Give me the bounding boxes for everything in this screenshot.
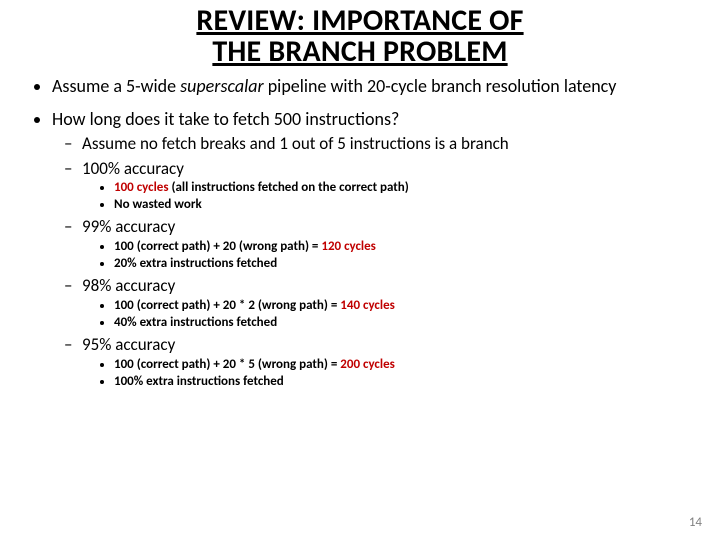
sub-98-line1: 100 (correct path) + 20 * 2 (wrong path)… (114, 298, 696, 314)
bullet-1-post: pipeline with 20-cycle branch resolution… (264, 75, 617, 97)
sub-98-line1-b: 140 cycles (340, 298, 395, 313)
sub-100: 100% accuracy 100 cycles (all instructio… (82, 159, 696, 214)
sub-95-line1: 100 (correct path) + 20 * 5 (wrong path)… (114, 357, 696, 373)
bullet-1-em: superscalar (180, 75, 263, 97)
sub-99-line2: 20% extra instructions fetched (114, 256, 696, 272)
sub-100-line1: 100 cycles (all instructions fetched on … (114, 180, 696, 196)
slide-title: REVIEW: IMPORTANCE OF THE BRANCH PROBLEM (24, 6, 696, 67)
sub-99-line1-b: 120 cycles (321, 239, 376, 254)
sub-95: 95% accuracy 100 (correct path) + 20 * 5… (82, 335, 696, 390)
sub-assumption: Assume no fetch breaks and 1 out of 5 in… (82, 134, 696, 154)
bullet-2: How long does it take to fetch 500 instr… (52, 108, 696, 390)
sub-99-list: 100 (correct path) + 20 (wrong path) = 1… (82, 239, 696, 273)
page-number: 14 (689, 515, 702, 530)
sub-98: 98% accuracy 100 (correct path) + 20 * 2… (82, 276, 696, 331)
bullet-2-text: How long does it take to fetch 500 instr… (52, 108, 399, 130)
sub-98-line1-a: 100 (correct path) + 20 * 2 (wrong path)… (114, 298, 340, 313)
sub-assumption-text: Assume no fetch breaks and 1 out of 5 in… (82, 133, 509, 154)
sub-98-label: 98% accuracy (82, 275, 175, 296)
sub-99-label: 99% accuracy (82, 216, 175, 237)
sub-100-line1-b: (all instructions fetched on the correct… (169, 180, 409, 195)
sub-95-line1-b: 200 cycles (340, 357, 395, 372)
sub-95-label: 95% accuracy (82, 334, 175, 355)
sub-98-list: 100 (correct path) + 20 * 2 (wrong path)… (82, 298, 696, 332)
sub-100-line1-a: 100 cycles (114, 180, 169, 195)
slide: REVIEW: IMPORTANCE OF THE BRANCH PROBLEM… (0, 0, 720, 540)
bullet-list: Assume a 5-wide superscalar pipeline wit… (24, 75, 696, 390)
sub-95-line1-a: 100 (correct path) + 20 * 5 (wrong path)… (114, 357, 340, 372)
sub-100-list: 100 cycles (all instructions fetched on … (82, 180, 696, 214)
sub-99-line1-a: 100 (correct path) + 20 (wrong path) = (114, 239, 321, 254)
title-line-2: THE BRANCH PROBLEM (212, 33, 507, 70)
bullet-1: Assume a 5-wide superscalar pipeline wit… (52, 75, 696, 98)
bullet-2-sublist: Assume no fetch breaks and 1 out of 5 in… (52, 134, 696, 390)
sub-98-line2: 40% extra instructions fetched (114, 315, 696, 331)
sub-95-list: 100 (correct path) + 20 * 5 (wrong path)… (82, 357, 696, 391)
bullet-1-pre: Assume a 5-wide (52, 75, 180, 97)
sub-100-line2: No wasted work (114, 197, 696, 213)
sub-100-label: 100% accuracy (82, 158, 184, 179)
sub-95-line2: 100% extra instructions fetched (114, 374, 696, 390)
sub-99: 99% accuracy 100 (correct path) + 20 (wr… (82, 217, 696, 272)
sub-99-line1: 100 (correct path) + 20 (wrong path) = 1… (114, 239, 696, 255)
